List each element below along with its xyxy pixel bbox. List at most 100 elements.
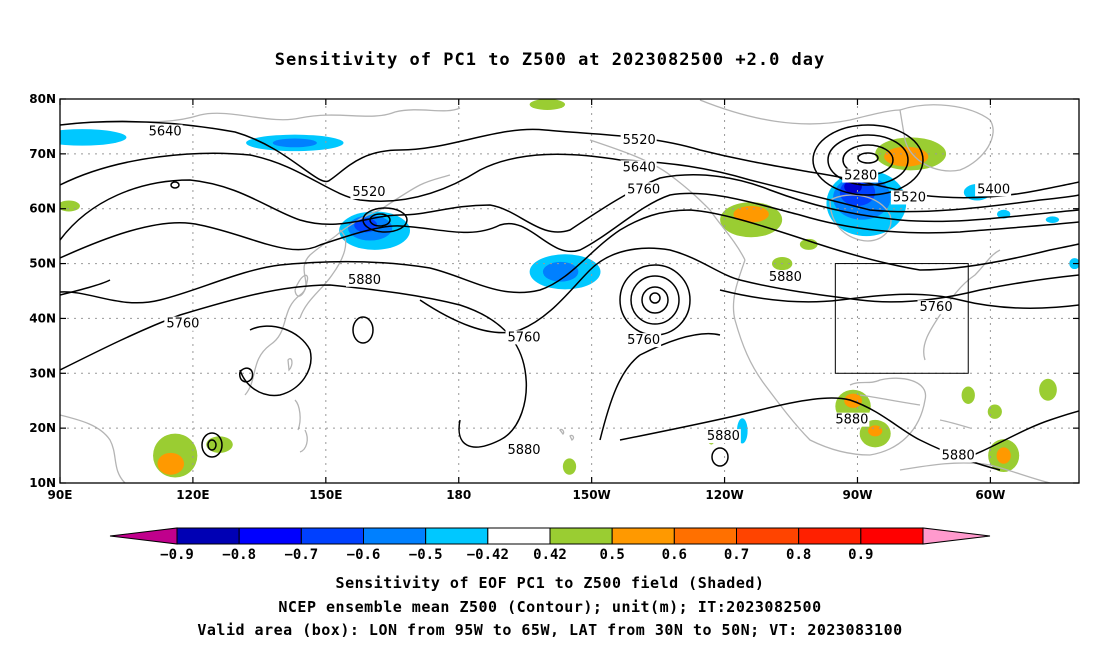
contour-label: 5640 xyxy=(149,125,182,140)
contour-island-1 xyxy=(352,316,374,344)
colorbar-swatch xyxy=(611,527,675,545)
coast-taiwan xyxy=(287,358,293,372)
coast-korea xyxy=(294,274,309,297)
contour-5880-east xyxy=(719,289,1079,309)
colorbar-label: −0.9 xyxy=(160,547,194,563)
contour-5880 xyxy=(60,284,527,448)
colorbar-swatch xyxy=(300,527,365,545)
lon-tick-label: 120E xyxy=(176,488,209,502)
z500-contours xyxy=(60,120,1079,471)
contour-a xyxy=(60,120,1079,199)
caption-valid-area: Valid area (box): LON from 95W to 65W, L… xyxy=(197,621,903,639)
contour-label-bg xyxy=(146,124,183,139)
contour-labels: 5640 5520 5880 5760 5760 5760 5880 5880 5880 5880… xyxy=(146,124,1012,463)
contour-label: 5880 xyxy=(348,273,381,288)
contour-d xyxy=(60,192,1079,259)
contour-label-bg xyxy=(350,185,387,199)
coast-hudson xyxy=(829,194,892,242)
contour-label-bg xyxy=(842,168,879,183)
contour-label-bg xyxy=(620,160,657,175)
coast-south-america xyxy=(899,462,1051,483)
shade-patch-28 xyxy=(996,447,1011,464)
contour-arctic-low-4 xyxy=(857,152,879,164)
contour-label: 5640 xyxy=(623,160,656,175)
contour-label: 5520 xyxy=(623,133,656,148)
lon-tick-label: 90W xyxy=(843,488,873,502)
contour-label-bg xyxy=(164,316,201,331)
coast-alaska xyxy=(589,139,746,261)
colorbar-swatch xyxy=(425,527,489,545)
colorbar-label: 0.5 xyxy=(600,547,625,563)
figure-title: Sensitivity of PC1 to Z500 at 2023082500… xyxy=(274,50,826,70)
contour-arctic-low-2 xyxy=(827,134,909,186)
contour-island-2 xyxy=(170,181,180,189)
coast-arctic xyxy=(699,99,901,125)
contour-5880-west-tail xyxy=(239,325,312,397)
contour-label: 5760 xyxy=(627,182,660,197)
shade-patch-38 xyxy=(562,458,577,475)
coast-east-na xyxy=(923,249,1001,361)
contour-label-bg xyxy=(890,190,927,205)
coast-west-na xyxy=(732,259,871,456)
colorbar: −0.9 −0.8 −0.7 −0.6 −0.5 −0.42 0.42 0.5 0.6 0.7 0.… xyxy=(109,527,991,563)
contour-label: 5880 xyxy=(707,429,740,444)
coast-kamchatka xyxy=(379,174,451,211)
lon-tick-label: 180 xyxy=(446,488,471,502)
colorbar-label: 0.9 xyxy=(848,547,873,563)
shade-patch-19 xyxy=(206,436,233,453)
contour-island-4 xyxy=(207,439,217,451)
contour-c xyxy=(60,174,1079,241)
contour-label-bg xyxy=(833,412,870,427)
shade-patch-15 xyxy=(884,146,929,167)
contour-label: 5760 xyxy=(920,300,953,315)
contour-5880-south xyxy=(599,332,721,441)
lat-tick-label: 70N xyxy=(29,147,56,161)
shade-patch-33 xyxy=(997,209,1011,219)
shade-patch-30 xyxy=(987,404,1002,419)
contour-label-bg xyxy=(505,442,542,457)
contour-low-2 xyxy=(630,275,680,325)
contour-label: 5760 xyxy=(627,333,660,348)
shade-patch-2 xyxy=(272,138,317,148)
contour-label: 5880 xyxy=(507,443,540,458)
contour-label-bg xyxy=(625,333,662,348)
contour-label-bg xyxy=(620,132,657,147)
coast-greenland xyxy=(899,104,994,172)
coast-japan xyxy=(299,229,347,319)
colorbar-label: 0.6 xyxy=(662,547,687,563)
contour-kam-low-1 xyxy=(362,207,408,233)
contour-label: 5880 xyxy=(942,448,975,463)
colorbar-label: 0.7 xyxy=(724,547,749,563)
contour-label: 5880 xyxy=(769,270,802,285)
lon-tick-label: 150E xyxy=(309,488,342,502)
lon-tick-label: 120W xyxy=(705,488,743,502)
contour-label: 5400 xyxy=(977,182,1010,197)
axis-ticks: 90E 120E 150E 180 150W 120W 90W 60W 80N 70N 60N 50N… xyxy=(29,92,1079,502)
contour-label-bg xyxy=(625,182,662,197)
colorbar-label: −0.6 xyxy=(347,547,381,563)
lat-tick-label: 20N xyxy=(29,421,56,435)
shade-patch-35 xyxy=(1045,216,1060,223)
contour-label: 5280 xyxy=(844,169,877,184)
contour-5880-se xyxy=(959,410,1079,461)
shade-patch-29 xyxy=(1039,378,1057,401)
colorbar-right-arrow xyxy=(922,527,991,545)
contour-label-bg xyxy=(939,448,976,463)
colorbar-swatch xyxy=(549,527,613,545)
shade-patch-7 xyxy=(542,261,579,282)
contour-label: 5520 xyxy=(893,190,926,205)
colorbar-swatch xyxy=(736,527,800,545)
lon-tick-label: 60W xyxy=(975,488,1005,502)
contour-kam-low-2 xyxy=(369,213,391,227)
contour-5760-west xyxy=(60,209,1079,304)
coast-siberia xyxy=(60,107,461,126)
caption-shading: Sensitivity of EOF PC1 to Z500 field (Sh… xyxy=(335,574,765,592)
sensitivity-shading xyxy=(60,99,1079,478)
colorbar-swatch xyxy=(798,527,862,545)
contour-label-bg xyxy=(917,300,954,315)
contour-label: 5880 xyxy=(835,413,868,428)
lon-tick-label: 90E xyxy=(48,488,73,502)
colorbar-swatch xyxy=(860,527,924,545)
caption-contour: NCEP ensemble mean Z500 (Contour); unit(… xyxy=(278,598,822,616)
